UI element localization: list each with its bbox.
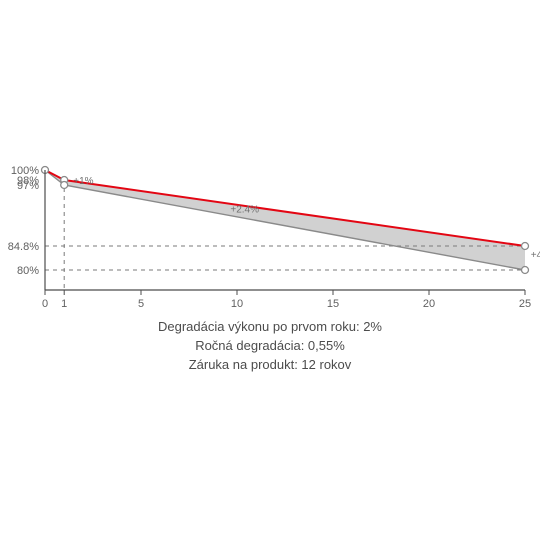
x-tick-label: 0 <box>42 298 48 310</box>
x-tick-label: 25 <box>519 298 531 310</box>
x-tick-label: 5 <box>138 298 144 310</box>
marker-2 <box>61 182 68 189</box>
x-tick-label: 20 <box>423 298 435 310</box>
caption-line-1: Degradácia výkonu po prvom roku: 2% <box>0 318 540 337</box>
y-tick-label: 80% <box>17 265 39 277</box>
upper-line <box>45 170 525 246</box>
inner-label-2: +4.8% <box>531 250 540 261</box>
y-tick-label: 97% <box>17 180 39 192</box>
inner-label-1: +2.4% <box>230 205 259 216</box>
x-tick-label: 1 <box>61 298 67 310</box>
chart-svg: 01510152025100%98%97%84.8%80%+1%+2.4%+4.… <box>0 0 540 540</box>
marker-4 <box>522 267 529 274</box>
fill-between-area <box>45 170 525 270</box>
marker-3 <box>522 243 529 250</box>
caption-block: Degradácia výkonu po prvom roku: 2% Ročn… <box>0 318 540 375</box>
degradation-chart: 01510152025100%98%97%84.8%80%+1%+2.4%+4.… <box>0 0 540 540</box>
inner-label-0: +1% <box>73 176 93 187</box>
caption-line-3: Záruka na produkt: 12 rokov <box>0 356 540 375</box>
caption-line-2: Ročná degradácia: 0,55% <box>0 337 540 356</box>
x-tick-label: 10 <box>231 298 243 310</box>
y-tick-label: 84.8% <box>8 241 39 253</box>
x-tick-label: 15 <box>327 298 339 310</box>
